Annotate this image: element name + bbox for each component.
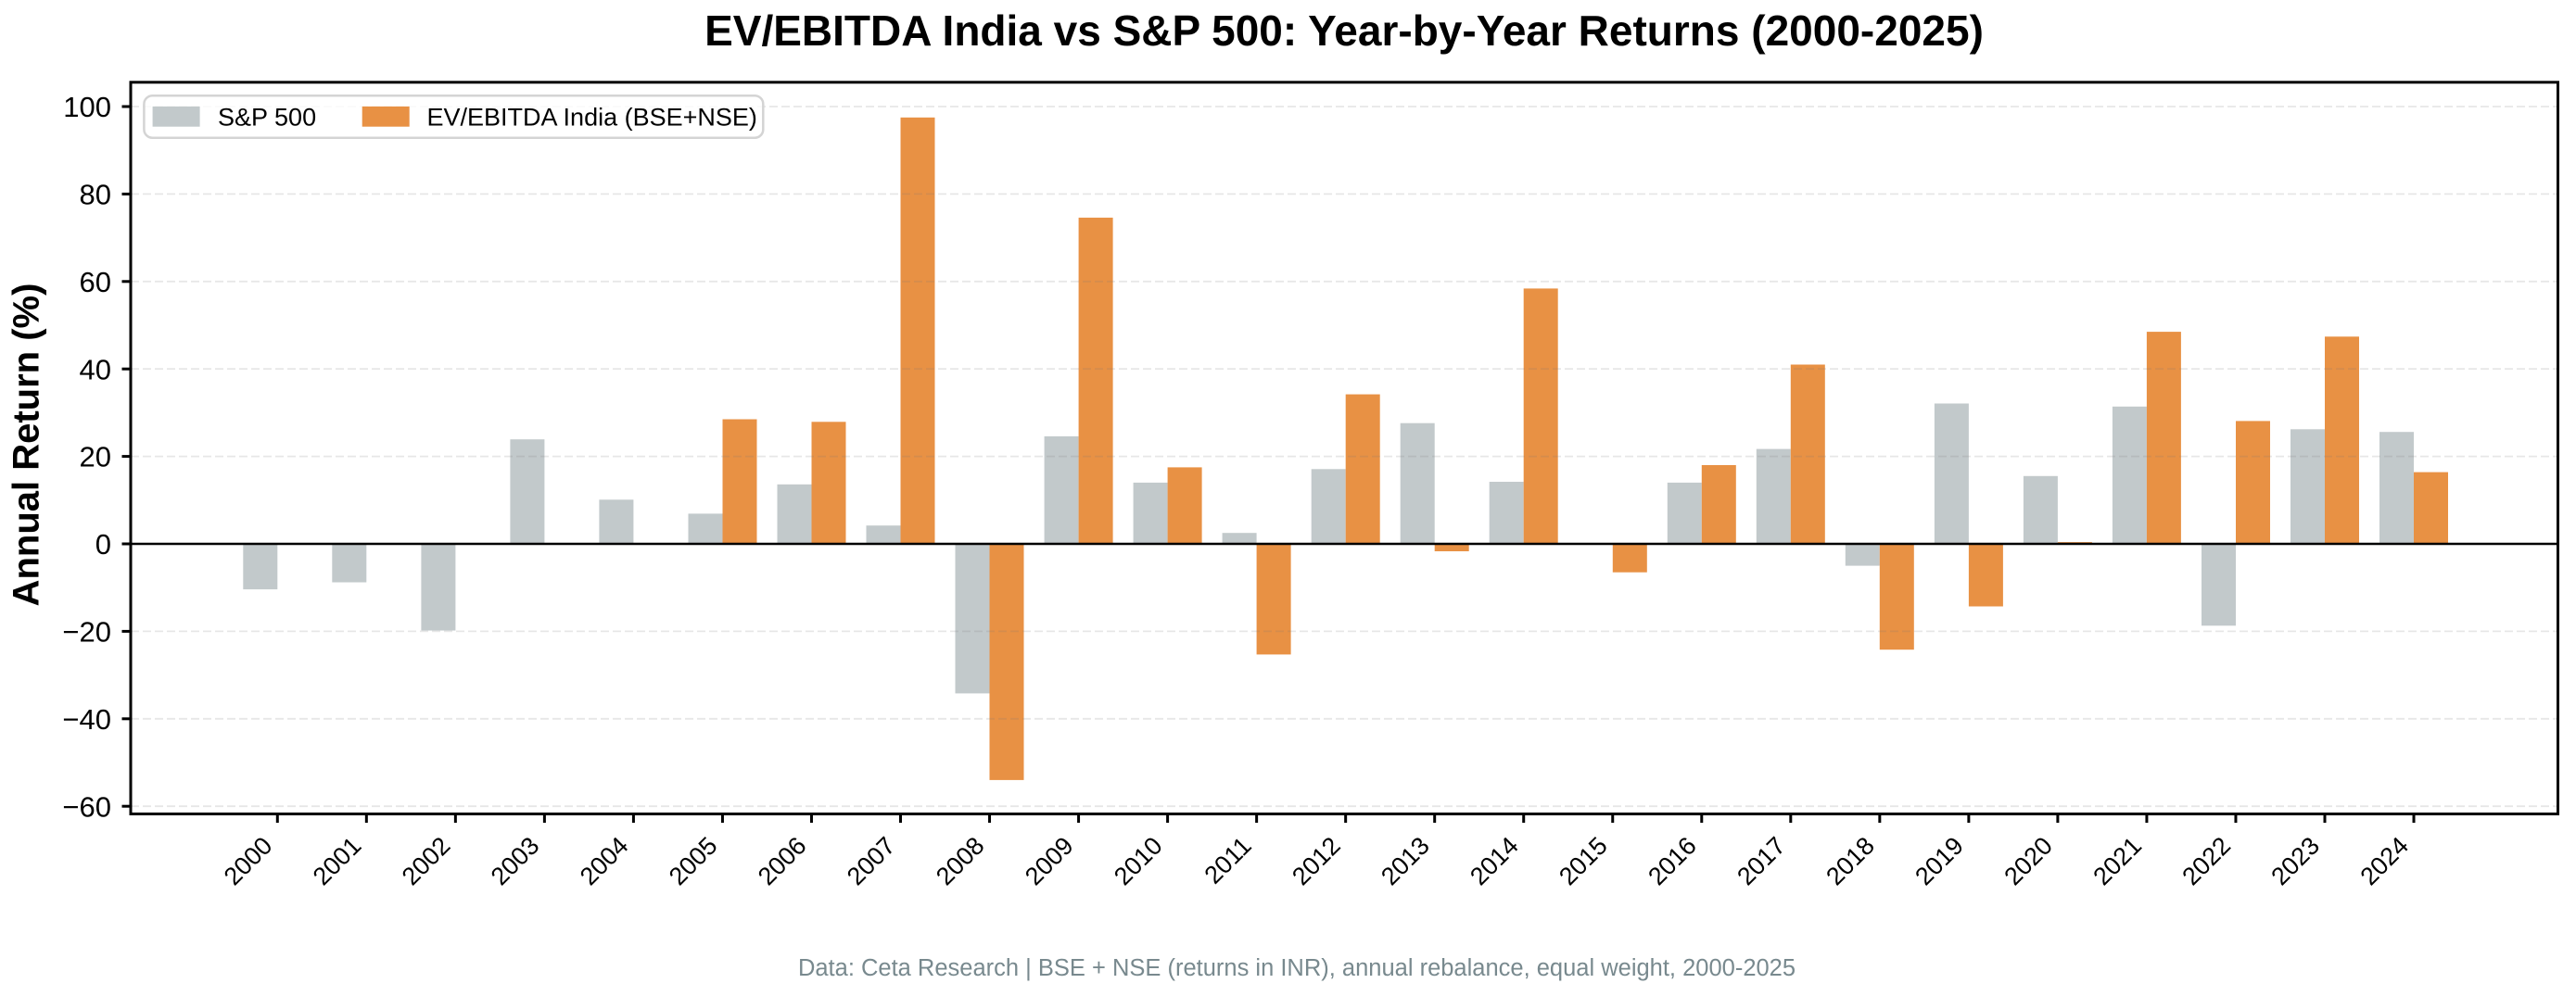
svg-text:80: 80 bbox=[80, 179, 111, 211]
svg-text:−40: −40 bbox=[62, 703, 111, 736]
svg-text:EV/EBITDA India vs S&P 500: Ye: EV/EBITDA India vs S&P 500: Year-by-Year… bbox=[704, 6, 1984, 55]
svg-text:20: 20 bbox=[80, 441, 111, 473]
svg-text:EV/EBITDA India (BSE+NSE): EV/EBITDA India (BSE+NSE) bbox=[427, 103, 757, 131]
svg-text:Annual Return (%): Annual Return (%) bbox=[6, 284, 47, 607]
svg-text:0: 0 bbox=[95, 528, 111, 561]
svg-text:−60: −60 bbox=[62, 790, 111, 823]
svg-text:60: 60 bbox=[80, 266, 111, 298]
svg-text:S&P 500: S&P 500 bbox=[218, 103, 316, 131]
svg-text:40: 40 bbox=[80, 353, 111, 385]
svg-text:−20: −20 bbox=[62, 616, 111, 649]
svg-text:Data: Ceta Research | BSE + NS: Data: Ceta Research | BSE + NSE (returns… bbox=[798, 955, 1796, 981]
svg-text:100: 100 bbox=[63, 91, 111, 123]
